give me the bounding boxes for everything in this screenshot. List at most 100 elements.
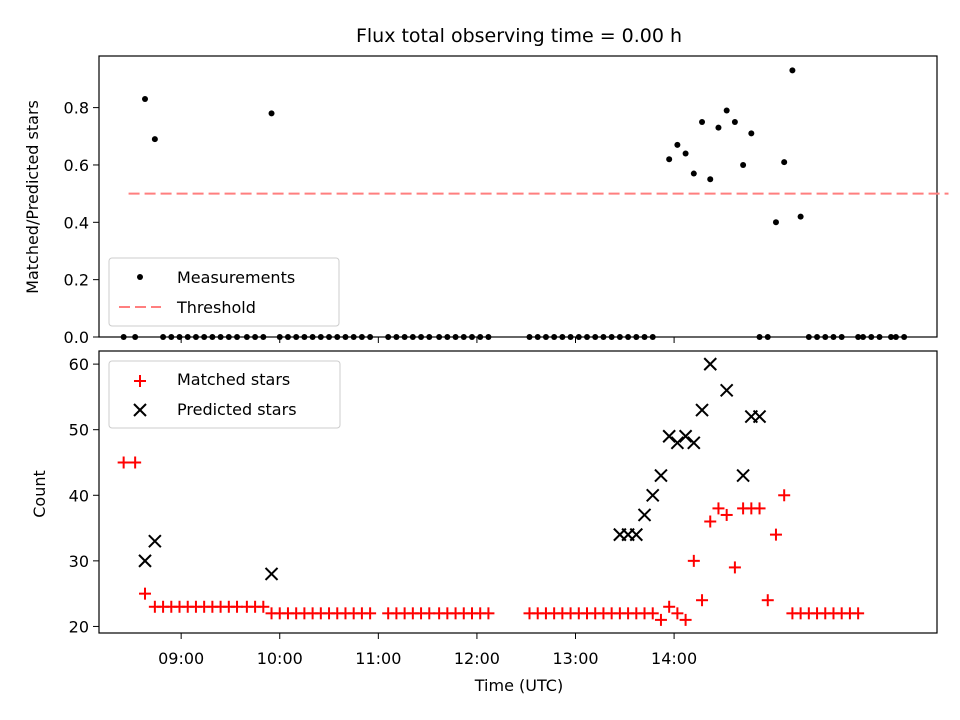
measurement-point [633,334,640,340]
measurement-point [142,96,149,103]
matched-star-point [728,561,741,574]
measurement-point [625,334,632,340]
predicted-stars-points [138,357,767,581]
measurement-point [168,334,175,340]
measurement-point [225,334,232,340]
measurement-point [584,334,591,340]
bottom-x-tick-label: 14:00 [651,649,697,668]
bottom-x-ticks: 09:00 10:00 11:00 12:00 13:00 14:00 [158,633,697,668]
matched-star-point [663,600,676,613]
matched-star-point [852,607,865,620]
measurement-point [575,334,582,340]
chart-title: Flux total observing time = 0.00 h [356,25,682,47]
measurement-point [551,334,558,340]
measurement-point [252,334,259,340]
measurement-point [385,334,392,340]
bottom-y-tick-label: 40 [69,486,89,505]
measurement-point [526,334,533,340]
matched-star-point [769,528,782,541]
bottom-x-tick-label: 12:00 [454,649,500,668]
predicted-star-point [662,429,676,443]
predicted-star-point [752,409,767,424]
measurement-point [641,334,648,340]
bottom-y-tick-label: 30 [69,552,89,571]
matched-star-point [696,594,709,607]
predicted-star-point [687,436,701,450]
top-plot-frame [98,55,938,338]
measurement-point [460,334,467,340]
measurement-point [892,334,899,340]
measurement-point [699,118,706,125]
measurement-point [284,334,291,340]
top-y-tick-label: 0.8 [64,99,89,118]
bottom-legend: Matched stars Predicted stars [108,360,341,429]
bottom-x-tick-label: 09:00 [158,649,204,668]
matched-star-point [753,502,766,515]
measurement-point [740,161,747,168]
measurement-point [367,334,374,340]
measurement-point [855,334,862,340]
measurement-point [485,334,492,340]
matched-star-point [117,456,130,469]
predicted-star-point [148,534,162,548]
measurement-point [334,334,341,340]
measurement-point [444,334,451,340]
top-x-ticks [180,337,675,343]
top-panel: 0.00.20.40.60.8 Matched/Predicted stars … [23,55,949,347]
matched-star-point [139,587,152,600]
bottom-x-tick-label: 10:00 [257,649,303,668]
top-y-tick-label: 0.4 [64,213,89,232]
measurement-point [276,334,283,340]
matched-star-point [720,508,733,521]
measurement-point [268,110,275,117]
measurement-point [132,334,139,340]
measurement-point [592,334,599,340]
measurement-point [608,334,615,340]
bottom-y-tick-label: 60 [69,355,89,374]
measurement-point [868,334,875,340]
measurement-point [567,334,574,340]
measurement-point [674,141,681,148]
measurement-point [293,334,300,340]
matched-star-point [257,600,270,613]
matched-star-point [687,554,700,567]
measurement-point [160,334,167,340]
predicted-star-point [695,403,709,417]
legend-threshold-label: Threshold [176,298,256,317]
predicted-star-point [736,468,750,483]
bottom-legend-box [108,360,341,429]
top-legend-box [108,257,340,327]
bottom-plot-frame [98,350,938,634]
top-y-ticks: 0.0 0.2 0.4 0.6 0.8 [64,99,99,347]
measurement-point [682,150,689,157]
legend-measurements-label: Measurements [177,268,295,287]
measurement-point [838,334,845,340]
bottom-x-tick-label: 13:00 [552,649,598,668]
measurement-point [690,170,697,177]
measurement-point [418,334,425,340]
measurement-point [120,334,127,340]
measurement-point [192,334,199,340]
matched-star-point [679,613,692,626]
measurement-point [217,334,224,340]
measurement-point [393,334,400,340]
matched-star-point [704,515,717,528]
top-y-tick-label: 0.2 [64,271,89,290]
bottom-panel: 20 30 40 50 60 09:00 10:00 11:00 12:00 13:00 14:0… [30,350,938,695]
bottom-y-tick-label: 20 [69,617,89,636]
matched-star-point [671,607,684,620]
measurement-point [477,334,484,340]
measurement-point [326,334,333,340]
measurement-point [409,334,416,340]
measurement-point [184,334,191,340]
legend-predicted-label: Predicted stars [177,400,297,419]
predicted-star-point [670,436,685,450]
measurement-point [201,334,208,340]
bottom-y-axis-label: Count [30,470,49,518]
measurement-point [715,124,722,131]
bottom-x-tick-label: 11:00 [355,649,401,668]
predicted-star-point [703,357,717,371]
matched-star-point [646,607,659,620]
matched-star-point [364,607,377,620]
